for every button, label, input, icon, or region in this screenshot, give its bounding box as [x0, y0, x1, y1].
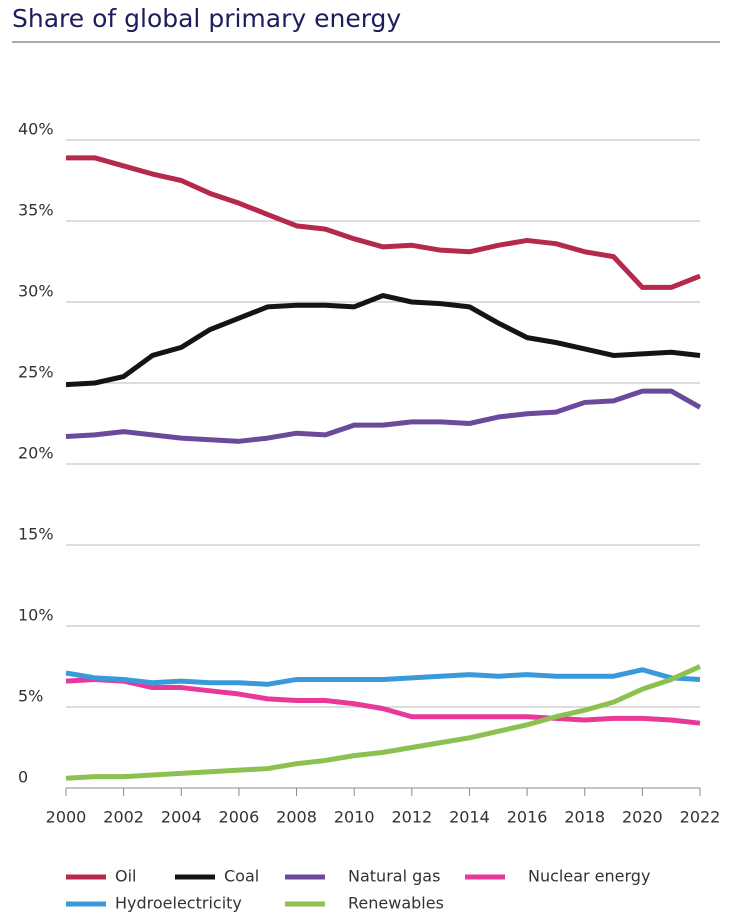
x-tick-label: 2006: [219, 808, 260, 827]
x-tick-label: 2004: [161, 808, 202, 827]
x-tick-label: 2008: [276, 808, 317, 827]
y-tick-label: 0: [18, 768, 28, 787]
series-line: [66, 155, 701, 290]
series-line: [65, 388, 702, 444]
x-tick-label: 2010: [334, 808, 375, 827]
y-tick-label: 20%: [18, 444, 54, 463]
legend-label: Coal: [224, 867, 259, 886]
series-line: [65, 667, 701, 687]
y-tick-label: 30%: [18, 282, 54, 301]
legend-label: Oil: [115, 867, 136, 886]
y-tick-label: 40%: [18, 120, 54, 139]
y-tick-label: 25%: [18, 363, 54, 382]
series-line: [65, 293, 701, 388]
x-tick-label: 2016: [507, 808, 548, 827]
x-tick-label: 2000: [46, 808, 87, 827]
y-tick-label: 15%: [18, 525, 54, 544]
x-tick-label: 2020: [622, 808, 663, 827]
legend-label: Hydroelectricity: [115, 894, 242, 913]
x-tick-label: 2022: [680, 808, 721, 827]
x-tick-label: 2012: [391, 808, 432, 827]
series-line: [65, 676, 701, 726]
legend-label: Natural gas: [348, 867, 440, 886]
legend-label: Nuclear energy: [528, 867, 650, 886]
y-tick-label: 5%: [18, 687, 43, 706]
y-tick-label: 35%: [18, 201, 54, 220]
chart-title: Share of global primary energy: [12, 4, 401, 33]
series-line: [65, 664, 702, 781]
y-tick-label: 10%: [18, 606, 54, 625]
legend-label: Renewables: [348, 894, 444, 913]
x-tick-label: 2014: [449, 808, 490, 827]
x-tick-label: 2018: [564, 808, 605, 827]
x-tick-label: 2002: [103, 808, 144, 827]
